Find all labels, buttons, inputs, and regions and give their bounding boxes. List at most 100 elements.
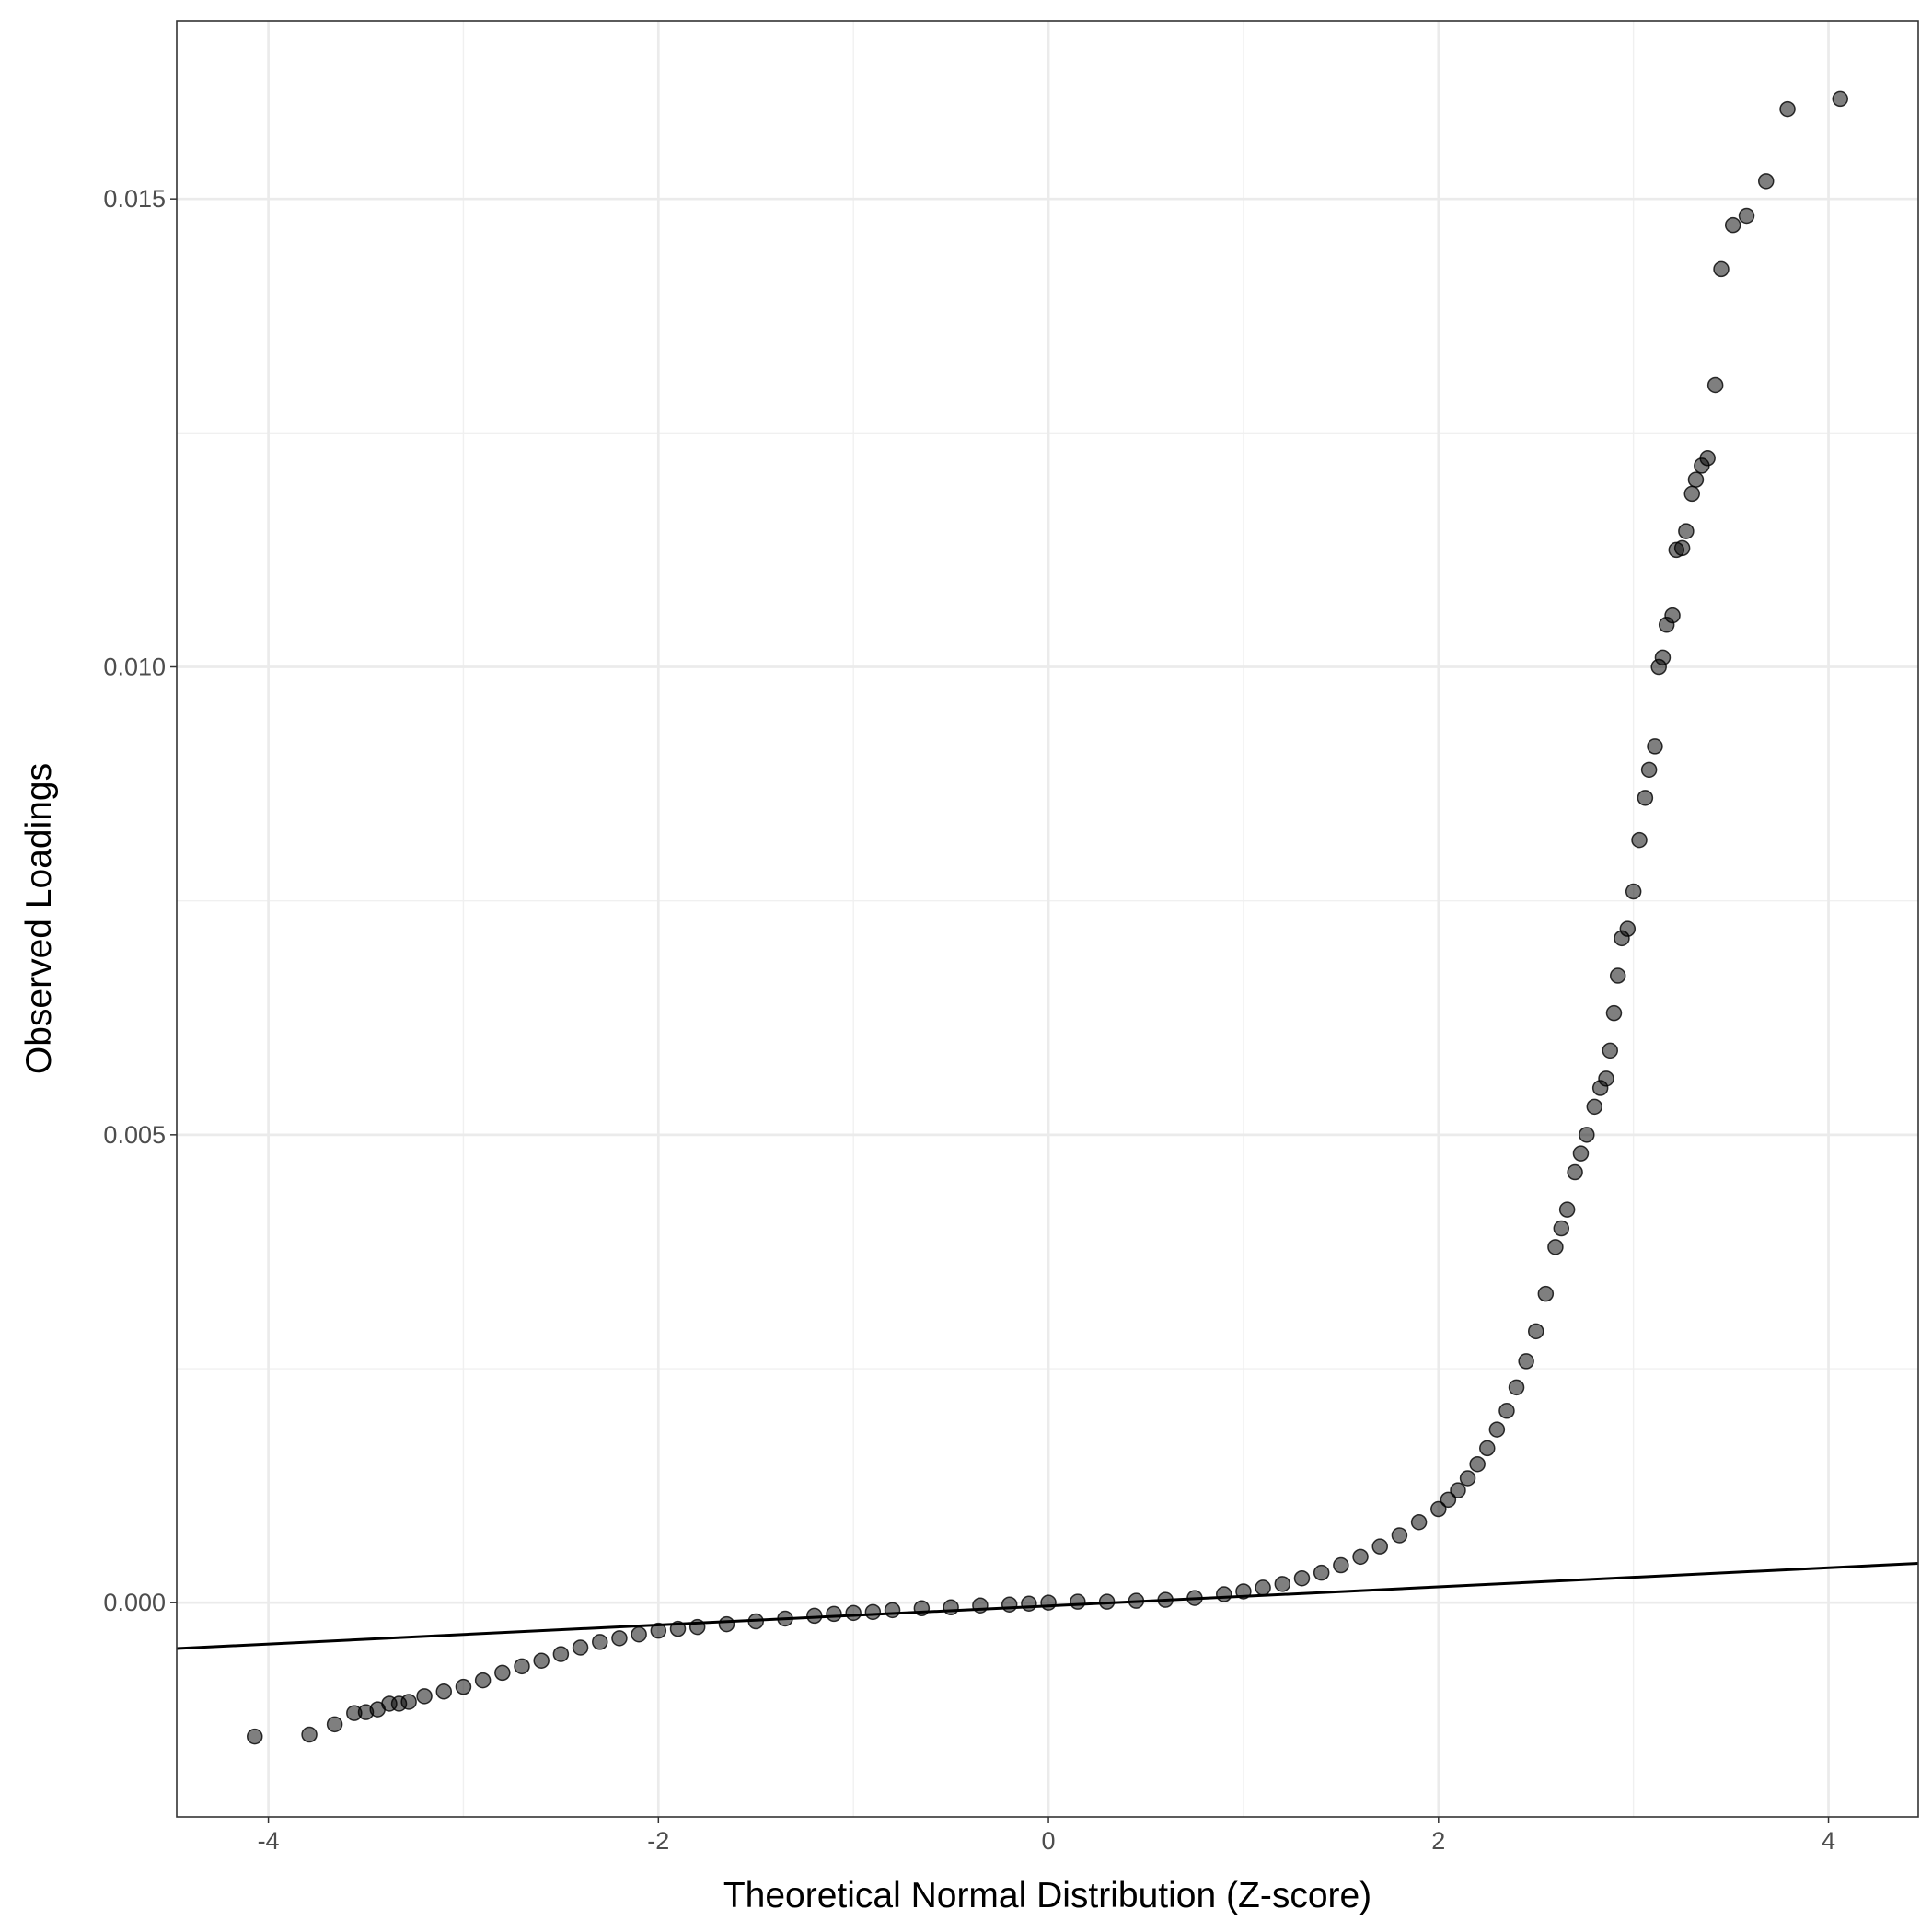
point bbox=[1430, 1500, 1447, 1518]
point bbox=[1738, 207, 1755, 225]
point bbox=[400, 1694, 417, 1710]
point bbox=[1498, 1403, 1515, 1419]
point bbox=[943, 1599, 959, 1616]
point bbox=[1713, 260, 1730, 278]
point bbox=[1508, 1379, 1525, 1396]
point bbox=[301, 1726, 318, 1743]
point bbox=[494, 1664, 511, 1682]
point bbox=[1537, 1285, 1555, 1302]
point bbox=[1553, 1220, 1570, 1237]
point bbox=[533, 1652, 550, 1669]
point bbox=[688, 1618, 706, 1636]
point bbox=[1647, 738, 1663, 755]
point bbox=[1605, 1004, 1623, 1022]
point bbox=[1609, 967, 1626, 984]
point bbox=[1459, 1470, 1476, 1487]
point bbox=[1683, 485, 1700, 503]
point bbox=[826, 1605, 842, 1623]
point bbox=[455, 1678, 472, 1695]
point bbox=[1001, 1596, 1018, 1613]
point bbox=[1699, 450, 1716, 467]
point bbox=[1518, 1353, 1534, 1370]
point bbox=[1547, 1239, 1564, 1255]
point bbox=[806, 1607, 823, 1625]
x-axis-title: Theoretical Normal Distribution (Z-score… bbox=[723, 1876, 1371, 1915]
point bbox=[972, 1597, 989, 1614]
point bbox=[1640, 761, 1658, 779]
point bbox=[1832, 90, 1849, 108]
point bbox=[1706, 376, 1724, 394]
point bbox=[246, 1728, 263, 1745]
point bbox=[1602, 1042, 1618, 1059]
point bbox=[864, 1603, 882, 1621]
point bbox=[1479, 1440, 1496, 1457]
point bbox=[777, 1610, 793, 1627]
point bbox=[913, 1600, 931, 1617]
point bbox=[474, 1672, 492, 1689]
point bbox=[884, 1602, 901, 1619]
point bbox=[326, 1716, 343, 1733]
point bbox=[845, 1604, 862, 1622]
point bbox=[1255, 1579, 1271, 1596]
point bbox=[1631, 831, 1648, 849]
point bbox=[592, 1634, 608, 1650]
x-tick-label: 4 bbox=[1822, 1827, 1835, 1855]
point bbox=[552, 1646, 570, 1662]
point bbox=[1313, 1564, 1330, 1581]
point bbox=[1215, 1586, 1232, 1602]
point bbox=[1440, 1491, 1457, 1509]
point bbox=[718, 1615, 735, 1633]
point bbox=[1128, 1592, 1145, 1609]
point bbox=[747, 1613, 765, 1630]
x-tick-label: -2 bbox=[647, 1827, 669, 1855]
point bbox=[1021, 1595, 1037, 1612]
point bbox=[1757, 173, 1775, 190]
point bbox=[1352, 1548, 1369, 1566]
point bbox=[1391, 1527, 1408, 1544]
point bbox=[1637, 790, 1654, 806]
point bbox=[1558, 1201, 1576, 1218]
point bbox=[1450, 1482, 1466, 1498]
point bbox=[1469, 1455, 1486, 1473]
point bbox=[1586, 1098, 1603, 1116]
point bbox=[1673, 539, 1691, 557]
point bbox=[1371, 1538, 1388, 1555]
point bbox=[1619, 920, 1637, 937]
point bbox=[572, 1639, 589, 1656]
point bbox=[1157, 1591, 1174, 1608]
point bbox=[1274, 1576, 1291, 1592]
point bbox=[1293, 1569, 1311, 1587]
point bbox=[1098, 1593, 1116, 1610]
point bbox=[1527, 1323, 1544, 1340]
x-tick-label: 0 bbox=[1042, 1827, 1056, 1855]
point bbox=[1724, 216, 1741, 234]
point bbox=[1678, 523, 1695, 539]
point bbox=[1572, 1145, 1590, 1162]
y-tick-label: 0.000 bbox=[103, 1589, 166, 1616]
point bbox=[1779, 100, 1796, 118]
point bbox=[1654, 649, 1672, 666]
y-tick-label: 0.015 bbox=[103, 185, 166, 213]
point bbox=[1186, 1590, 1203, 1606]
point bbox=[631, 1625, 647, 1643]
panel-border bbox=[176, 20, 1919, 1818]
point bbox=[514, 1658, 530, 1675]
point bbox=[1625, 883, 1642, 900]
x-tick-label: 2 bbox=[1431, 1827, 1445, 1855]
x-tick-label: -4 bbox=[258, 1827, 280, 1855]
point bbox=[1664, 607, 1681, 624]
point bbox=[1598, 1070, 1614, 1087]
y-axis-title: Observed Loadings bbox=[19, 763, 59, 1074]
point bbox=[1410, 1513, 1428, 1531]
point bbox=[1070, 1593, 1086, 1610]
point bbox=[669, 1620, 687, 1637]
point bbox=[1333, 1556, 1349, 1574]
y-tick-label: 0.010 bbox=[103, 654, 166, 681]
y-tick-label: 0.005 bbox=[103, 1121, 166, 1149]
point bbox=[1567, 1163, 1583, 1181]
point bbox=[611, 1630, 628, 1647]
point bbox=[1687, 471, 1705, 488]
point bbox=[1488, 1421, 1506, 1438]
point bbox=[1579, 1127, 1595, 1143]
